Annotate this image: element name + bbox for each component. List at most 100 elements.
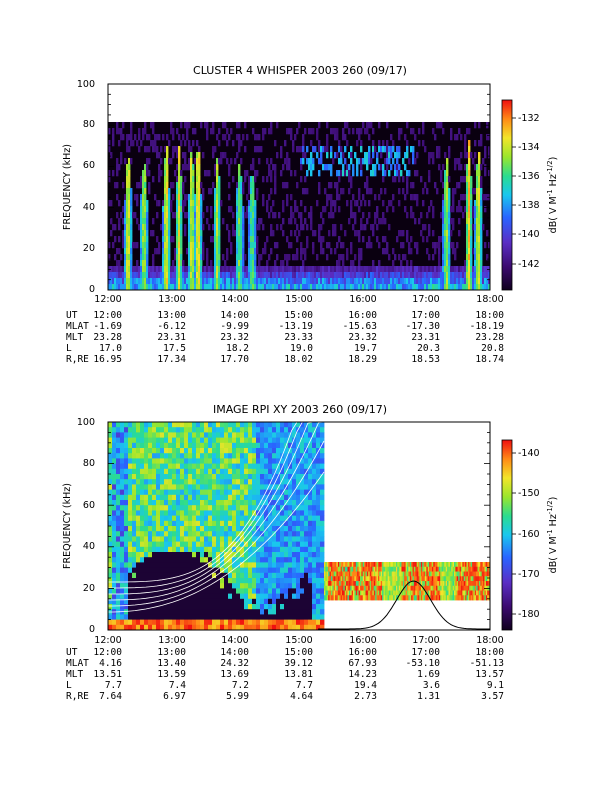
ephemeris-value: 17.34 <box>157 354 186 365</box>
colorbar <box>502 100 512 290</box>
ephemeris-value: -6.12 <box>157 321 186 332</box>
ephemeris-value: 20.3 <box>417 343 440 354</box>
ephemeris-value: 9.1 <box>487 680 504 691</box>
ephemeris-value: 12:00 <box>93 310 122 321</box>
y-tick-label: 20 <box>83 583 95 594</box>
x-tick-label: 16:00 <box>349 294 376 305</box>
y-tick-label: 100 <box>77 417 95 428</box>
y-tick-labels: 0 20 40 60 80 100 <box>77 417 95 635</box>
colorbar-tick-label: -140 <box>518 448 540 459</box>
ephemeris-value: -9.99 <box>220 321 249 332</box>
panel-cluster-whisper: CLUSTER 4 WHISPER 2003 260 (09/17) 0 20 … <box>62 64 559 365</box>
colorbar-tick-label: -138 <box>518 200 540 211</box>
ephemeris-value: 13.69 <box>220 669 249 680</box>
ephemeris-label: R,RE <box>66 354 89 365</box>
ephemeris-label: MLT <box>66 669 83 680</box>
ephemeris-label: UT <box>66 310 78 321</box>
heatmap-rpi <box>108 422 490 630</box>
ephemeris-value: 13.59 <box>157 669 186 680</box>
x-tick-label: 12:00 <box>94 294 121 305</box>
colorbar-label: dB( V M-1 Hz-1/2) <box>546 497 559 574</box>
y-tick-label: 60 <box>83 160 95 171</box>
ephemeris-value: 4.64 <box>290 691 313 702</box>
y-axis-label: FREQUENCY (kHz) <box>62 144 73 230</box>
ephemeris-value: 39.12 <box>284 658 313 669</box>
panel-image-rpi: IMAGE RPI XY 2003 260 (09/17) 0 20 40 60… <box>62 403 559 702</box>
ephemeris-value: 13.57 <box>475 669 504 680</box>
y-tick-label: 0 <box>89 624 95 635</box>
ephemeris-value: 5.99 <box>226 691 249 702</box>
ephemeris-value: 17:00 <box>411 647 440 658</box>
ephemeris-value: 18:00 <box>475 310 504 321</box>
ephemeris-value: 18.74 <box>475 354 504 365</box>
colorbar-tick-labels: -140 -150 -160 -170 -180 <box>518 448 540 620</box>
colorbar-tick-label: -132 <box>518 113 540 124</box>
ephemeris-table: UT MLAT MLT L R,RE <box>66 647 89 702</box>
ephemeris-label: R,RE <box>66 691 89 702</box>
colorbar-label: dB( V M-1 Hz-1/2) <box>546 157 559 234</box>
ephemeris-label: UT <box>66 647 78 658</box>
x-tick-label: 18:00 <box>476 635 503 646</box>
ephemeris-value: 18.53 <box>411 354 440 365</box>
ephemeris-value: 18:00 <box>475 647 504 658</box>
ephemeris-value: 23.33 <box>284 332 313 343</box>
ephemeris-value: 18.29 <box>348 354 377 365</box>
ephemeris-value: -53.10 <box>406 658 441 669</box>
x-tick-label: 14:00 <box>221 294 248 305</box>
x-tick-label: 15:00 <box>285 635 312 646</box>
ephemeris-value: 17.70 <box>220 354 249 365</box>
ephemeris-value: 23.31 <box>411 332 440 343</box>
y-tick-label: 80 <box>83 458 95 469</box>
x-tick-label: 15:00 <box>285 294 312 305</box>
ephemeris-value: 16:00 <box>348 310 377 321</box>
ephemeris-value: 23.32 <box>348 332 377 343</box>
ephemeris-value: 18.2 <box>226 343 249 354</box>
colorbar-ticks <box>512 118 516 264</box>
ephemeris-value: 19.0 <box>290 343 313 354</box>
colorbar-tick-labels: -132 -134 -136 -138 -140 -142 <box>518 113 540 270</box>
x-tick-labels: 12:00 13:00 14:00 15:00 16:00 17:00 18:0… <box>94 294 503 305</box>
ephemeris-value: 23.28 <box>475 332 504 343</box>
y-tick-label: 100 <box>77 79 95 90</box>
colorbar-tick-label: -134 <box>518 142 540 153</box>
ephemeris-label: MLT <box>66 332 83 343</box>
ephemeris-value: 19.7 <box>354 343 377 354</box>
ephemeris-label: MLAT <box>66 321 89 332</box>
colorbar-tick-label: -150 <box>518 488 540 499</box>
ephemeris-label: MLAT <box>66 658 89 669</box>
heatmap-whisper <box>108 122 490 290</box>
ephemeris-value: 17.0 <box>99 343 122 354</box>
colorbar-tick-label: -140 <box>518 229 540 240</box>
colorbar-tick-label: -136 <box>518 171 540 182</box>
ephemeris-value: 18.02 <box>284 354 313 365</box>
chart-title: CLUSTER 4 WHISPER 2003 260 (09/17) <box>193 64 407 77</box>
ephemeris-value: 23.28 <box>93 332 122 343</box>
ephemeris-value: 16.95 <box>93 354 122 365</box>
ephemeris-value: 1.69 <box>417 669 440 680</box>
ephemeris-value: 6.97 <box>163 691 186 702</box>
ephemeris-value: 23.32 <box>220 332 249 343</box>
y-axis-label: FREQUENCY (kHz) <box>62 483 73 569</box>
y-tick-label: 60 <box>83 500 95 511</box>
ephemeris-value: 17.5 <box>163 343 186 354</box>
ephemeris-value: -1.69 <box>93 321 122 332</box>
colorbar-ticks <box>512 453 516 614</box>
ephemeris-value: 4.16 <box>99 658 122 669</box>
ephemeris-value: 7.64 <box>99 691 122 702</box>
x-tick-label: 17:00 <box>412 635 439 646</box>
ephemeris-value: 16:00 <box>348 647 377 658</box>
colorbar-tick-label: -142 <box>518 259 540 270</box>
ephemeris-value: 13.51 <box>93 669 122 680</box>
x-tick-label: 14:00 <box>221 635 248 646</box>
y-tick-label: 40 <box>83 541 95 552</box>
ephemeris-value: 13.81 <box>284 669 313 680</box>
y-tick-label: 20 <box>83 243 95 254</box>
ephemeris-value: 13:00 <box>157 647 186 658</box>
ephemeris-value: 14:00 <box>220 310 249 321</box>
ephemeris-value: -17.30 <box>406 321 441 332</box>
ephemeris-value: 7.7 <box>105 680 122 691</box>
colorbar-tick-label: -170 <box>518 569 540 580</box>
ephemeris-value: 23.31 <box>157 332 186 343</box>
